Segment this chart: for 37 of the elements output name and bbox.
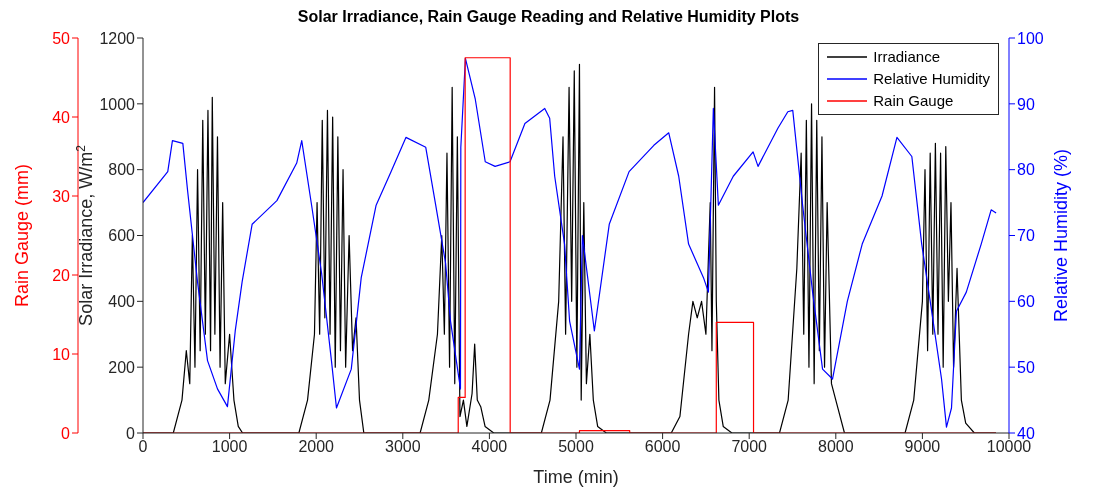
x-tick-label: 3000 — [385, 438, 421, 456]
y2-tick-label: 60 — [1017, 293, 1035, 311]
y-tick-label: 1200 — [99, 29, 136, 47]
y-tick-label: 400 — [108, 293, 136, 311]
legend-label: Irradiance — [873, 47, 940, 67]
x-tick-label: 0 — [138, 438, 148, 456]
y2-tick-label: 100 — [1017, 29, 1044, 47]
legend-label: Rain Gauge — [873, 91, 954, 111]
y-tick-label: 200 — [108, 358, 136, 376]
y3-axis-title: Rain Gauge (mm) — [12, 163, 32, 308]
x-tick-label: 6000 — [644, 438, 681, 456]
y-tick-label: 1000 — [99, 95, 136, 113]
x-tick-label: 1000 — [211, 438, 248, 456]
y3-tick-label: 0 — [61, 424, 71, 442]
y3-tick-label: 50 — [52, 29, 71, 47]
x-axis-title: Time (min) — [533, 467, 619, 487]
x-tick-label: 4000 — [471, 438, 508, 456]
x-tick-label: 2000 — [298, 438, 335, 456]
y2-tick-label: 90 — [1017, 95, 1035, 113]
y2-axis-title: Relative Humidity (%) — [1051, 148, 1071, 323]
chart-title: Solar Irradiance, Rain Gauge Reading and Relative Humidity Plots — [296, 8, 801, 26]
y-tick-label: 0 — [126, 424, 136, 442]
y3-tick-label: 40 — [52, 108, 71, 126]
x-tick-label: 7000 — [731, 438, 768, 456]
x-tick-label: 9000 — [904, 438, 941, 456]
y2-tick-label: 80 — [1017, 161, 1035, 179]
y3-tick-label: 10 — [52, 345, 71, 363]
y2-tick-label: 70 — [1017, 227, 1035, 245]
y2-tick-label: 50 — [1017, 358, 1035, 376]
y3-tick-label: 30 — [52, 187, 71, 205]
x-tick-label: 8000 — [818, 438, 854, 456]
y-tick-label: 800 — [108, 161, 136, 179]
legend-label: Relative Humidity — [873, 69, 990, 89]
y-tick-label: 600 — [108, 227, 136, 245]
x-tick-label: 5000 — [558, 438, 594, 456]
x-tick-label: 10000 — [986, 438, 1032, 456]
y3-tick-label: 20 — [52, 266, 71, 284]
